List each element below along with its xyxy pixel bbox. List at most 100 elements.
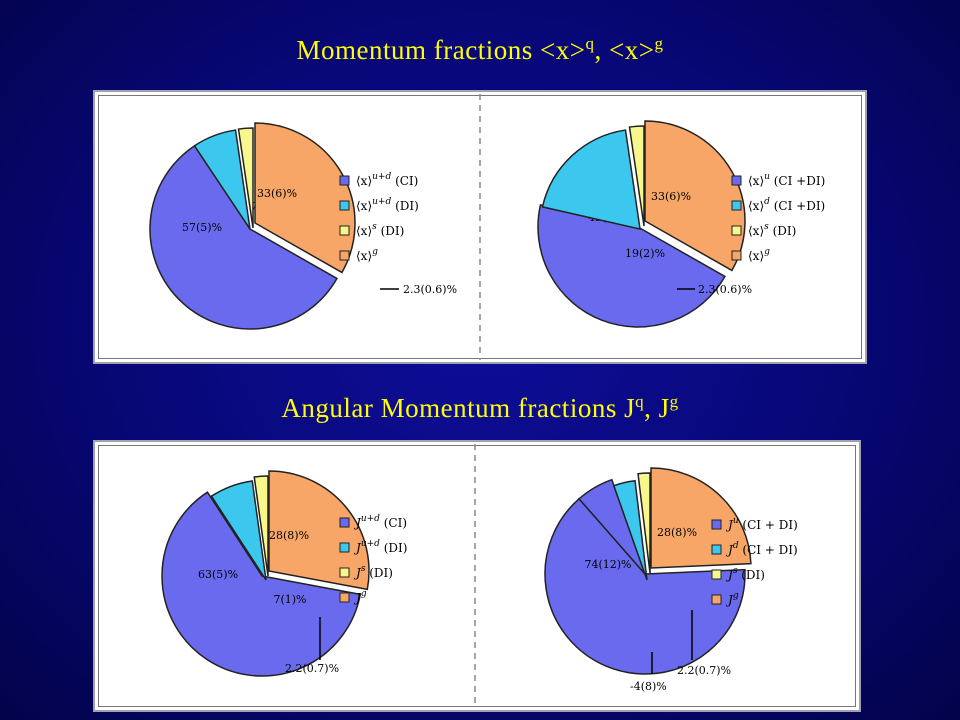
legend-qualifier: (CI) <box>391 174 418 188</box>
slice-label: 74(12)% <box>584 558 631 571</box>
pie-slice <box>612 479 648 581</box>
legend-superscript: u+d <box>361 539 380 549</box>
legend-qualifier: (DI) <box>737 568 765 582</box>
legend-label: ⟨x⟩u+d (DI) <box>356 197 419 213</box>
legend-swatch <box>339 592 350 603</box>
legend-label: ⟨x⟩g <box>356 247 378 263</box>
pie-slice <box>193 129 251 230</box>
legend-label: Jd (CI + DI) <box>725 541 798 557</box>
legend-superscript: g <box>372 247 378 257</box>
legend-label: Jg <box>725 591 739 607</box>
legend-label: ⟨x⟩u (CI +DI) <box>748 172 825 188</box>
legend-superscript: u+d <box>372 197 391 207</box>
legend-superscript: g <box>764 247 770 257</box>
legend-superscript: d <box>764 197 770 207</box>
legend-qualifier: (DI) <box>377 224 405 238</box>
legend-symbol: ⟨x⟩ <box>356 199 372 213</box>
legend-superscript: u+d <box>372 172 391 182</box>
legend-swatch <box>339 175 350 186</box>
legend-superscript: s <box>361 564 366 574</box>
legend-symbol: ⟨x⟩ <box>748 224 764 238</box>
legend-label: ⟨x⟩d (CI +DI) <box>748 197 825 213</box>
legend-symbol: J <box>353 591 362 605</box>
legend-qualifier: (CI) <box>380 516 407 530</box>
legend-qualifier: (CI + DI) <box>739 518 798 532</box>
legend-symbol: ⟨x⟩ <box>356 249 372 263</box>
slice-label: 7(1)% <box>273 593 306 606</box>
legend-superscript: u+d <box>361 514 380 524</box>
legend-superscript: g <box>361 589 367 599</box>
pie-slice <box>637 472 651 574</box>
slice-label: 2.3(0.6)% <box>403 283 457 296</box>
legend-label: ⟨x⟩s (DI) <box>356 222 404 238</box>
legend-swatch <box>731 225 742 236</box>
angular-momentum-fractions-title: Angular Momentum fractions Jq, Jg <box>281 392 679 423</box>
slice-label: 2.3(0.6)% <box>698 283 752 296</box>
pie-slice <box>161 491 362 677</box>
legend-label: Ju+d (DI) <box>353 539 407 555</box>
legend-superscript: g <box>733 591 739 601</box>
legend-symbol: ⟨x⟩ <box>748 174 764 188</box>
legend-symbol: J <box>725 593 734 607</box>
legend-swatch <box>339 517 350 528</box>
pie-slice <box>644 120 746 272</box>
pie-slice <box>650 467 752 569</box>
legend-symbol: ⟨x⟩ <box>356 224 372 238</box>
legend-swatch <box>339 225 350 236</box>
slice-label: 2.2(0.7)% <box>285 662 339 675</box>
legend-symbol: ⟨x⟩ <box>748 199 764 213</box>
legend-qualifier: (CI +DI) <box>770 174 825 188</box>
pie-chart-1: 57(5)%7(1)%33(6)%2.3(0.6)%⟨x⟩u+d (CI)⟨x⟩… <box>149 122 457 330</box>
legend-symbol: J <box>725 543 734 557</box>
legend-superscript: s <box>733 566 738 576</box>
legend-swatch <box>339 542 350 553</box>
legend-superscript: s <box>372 222 377 232</box>
pie-slice <box>210 480 267 581</box>
momentum-pie-charts: 57(5)%7(1)%33(6)%2.3(0.6)%⟨x⟩u+d (CI)⟨x⟩… <box>149 94 825 360</box>
slice-label: 2.2(0.7)% <box>677 664 731 677</box>
legend-label: ⟨x⟩s (DI) <box>748 222 796 238</box>
legend-swatch <box>731 250 742 261</box>
legend-qualifier: (DI) <box>380 541 408 555</box>
legend-qualifier: (CI + DI) <box>739 543 798 557</box>
legend-swatch <box>731 200 742 211</box>
momentum-fractions-title: Momentum fractions <x>q, <x>g <box>296 34 664 65</box>
pie-chart-3: 63(5)%7(1)%28(8)%2.2(0.7)%Ju+d (CI)Ju+d … <box>161 470 407 677</box>
legend-label: Jg <box>353 589 367 605</box>
legend-label: Js (DI) <box>725 566 765 582</box>
legend-superscript: u <box>733 516 739 526</box>
legend-superscript: u <box>764 172 770 182</box>
pie-slice <box>268 470 370 591</box>
pie-slice <box>149 144 338 330</box>
slice-label: 57(5)% <box>182 221 222 234</box>
legend-qualifier: (DI) <box>391 199 419 213</box>
legend-label: Ju (CI + DI) <box>725 516 798 532</box>
pie-slice <box>253 475 269 577</box>
slice-label: 33(6)% <box>651 190 691 203</box>
legend-symbol: J <box>353 541 362 555</box>
legend-swatch <box>711 544 722 555</box>
slice-label: 19(2)% <box>625 247 665 260</box>
legend-swatch <box>711 519 722 530</box>
legend-label: Ju+d (CI) <box>353 514 407 530</box>
legend-qualifier: (DI) <box>769 224 797 238</box>
legend-swatch <box>339 250 350 261</box>
pie-chart-2: 45(4)%19(2)%33(6)%2.3(0.6)%⟨x⟩u (CI +DI)… <box>537 120 825 328</box>
slice-label: 33(6)% <box>257 187 297 200</box>
legend-symbol: ⟨x⟩ <box>748 249 764 263</box>
slice-label: 28(8)% <box>269 529 309 542</box>
legend-label: ⟨x⟩g <box>748 247 770 263</box>
momentum-chart-panel: 57(5)%7(1)%33(6)%2.3(0.6)%⟨x⟩u+d (CI)⟨x⟩… <box>93 90 867 364</box>
legend-symbol: ⟨x⟩ <box>356 174 372 188</box>
pie-slice <box>237 127 254 229</box>
legend-symbol: J <box>725 568 734 582</box>
legend-symbol: J <box>725 518 734 532</box>
pie-slice <box>578 478 646 575</box>
legend-swatch <box>711 594 722 605</box>
legend-symbol: J <box>353 566 362 580</box>
legend-swatch <box>339 200 350 211</box>
legend-swatch <box>731 175 742 186</box>
pie-slice <box>544 497 746 675</box>
angular-momentum-pie-charts: 63(5)%7(1)%28(8)%2.2(0.7)%Ju+d (CI)Ju+d … <box>161 444 798 708</box>
legend-label: Js (DI) <box>353 564 393 580</box>
